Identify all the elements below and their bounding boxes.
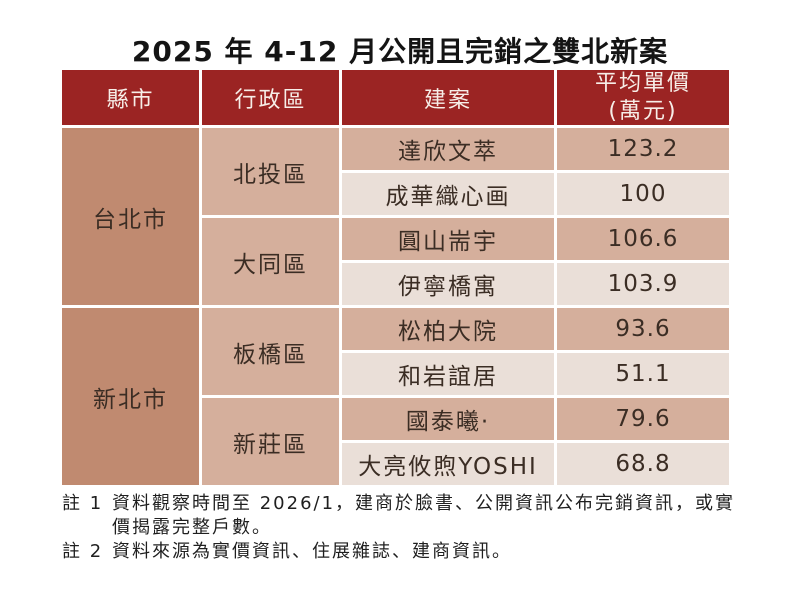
project-cell: 松柏大院 <box>342 308 554 350</box>
city-cell-taipei: 台北市 <box>62 128 199 305</box>
footnote-1-label: 註 1 <box>62 493 104 514</box>
price-cell: 123.2 <box>557 128 729 170</box>
table-row: 新北市 板橋區 松柏大院 93.6 <box>62 308 729 485</box>
price-cell: 51.1 <box>557 353 729 395</box>
project-cell: 國泰曦· <box>342 398 554 440</box>
price-cell: 103.9 <box>557 263 729 305</box>
table-row: 新莊區 國泰曦· 79.6 <box>62 398 729 485</box>
price-cell: 106.6 <box>557 218 729 260</box>
footnote-2: 註 2 資料來源為實價資訊、住展雜誌、建商資訊。 <box>62 540 746 564</box>
price-cell: 79.6 <box>557 398 729 440</box>
footnote-2-label: 註 2 <box>62 540 104 562</box>
header-price-line1: 平均單價 <box>594 71 691 96</box>
project-cell: 達欣文萃 <box>342 128 554 170</box>
district-cell-banqiao: 板橋區 <box>202 308 339 395</box>
header-row: 縣市 行政區 建案 平均單價 (萬元) <box>62 70 729 125</box>
project-cell: 伊寧橋寓 <box>342 263 554 305</box>
table-row: 成華織心画 100 <box>62 173 729 215</box>
price-cell: 93.6 <box>557 308 729 350</box>
table-row: 大亮攸煦YOSHI 68.8 <box>62 443 729 485</box>
project-cell: 成華織心画 <box>342 173 554 215</box>
project-cell: 和岩誼居 <box>342 353 554 395</box>
price-cell: 68.8 <box>557 443 729 485</box>
city-cell-new-taipei: 新北市 <box>62 308 199 485</box>
header-price: 平均單價 (萬元) <box>557 70 729 125</box>
table-row: 台北市 北投區 達欣文萃 123.2 <box>62 128 729 305</box>
district-cell-datong: 大同區 <box>202 218 339 305</box>
page-title: 2025 年 4-12 月公開且完銷之雙北新案 <box>131 35 669 68</box>
table-row: 大同區 圓山耑宇 106.6 <box>62 218 729 305</box>
footnotes: 註 1 資料觀察時間至 2026/1，建商於臉書、公開資訊公布完銷資訊，或實價揭… <box>62 492 746 563</box>
sold-out-projects-table: 縣市 行政區 建案 平均單價 (萬元) 台北市 北投區 達欣文萃 123.2 成… <box>59 67 732 488</box>
project-cell: 圓山耑宇 <box>342 218 554 260</box>
price-cell: 100 <box>557 173 729 215</box>
header-city: 縣市 <box>62 70 199 125</box>
footnote-1: 註 1 資料觀察時間至 2026/1，建商於臉書、公開資訊公布完銷資訊，或實價揭… <box>62 492 746 540</box>
footnote-1-text: 資料觀察時間至 2026/1，建商於臉書、公開資訊公布完銷資訊，或實價揭露完整戶… <box>112 493 736 538</box>
district-cell-beitou: 北投區 <box>202 128 339 215</box>
table-row: 和岩誼居 51.1 <box>62 353 729 395</box>
project-cell: 大亮攸煦YOSHI <box>342 443 554 485</box>
table-row: 伊寧橋寓 103.9 <box>62 263 729 305</box>
header-project: 建案 <box>342 70 554 125</box>
footnote-2-text: 資料來源為實價資訊、住展雜誌、建商資訊。 <box>112 540 512 562</box>
header-price-line2: (萬元) <box>608 98 678 124</box>
district-cell-xinzhuang: 新莊區 <box>202 398 339 485</box>
header-district: 行政區 <box>202 70 339 125</box>
